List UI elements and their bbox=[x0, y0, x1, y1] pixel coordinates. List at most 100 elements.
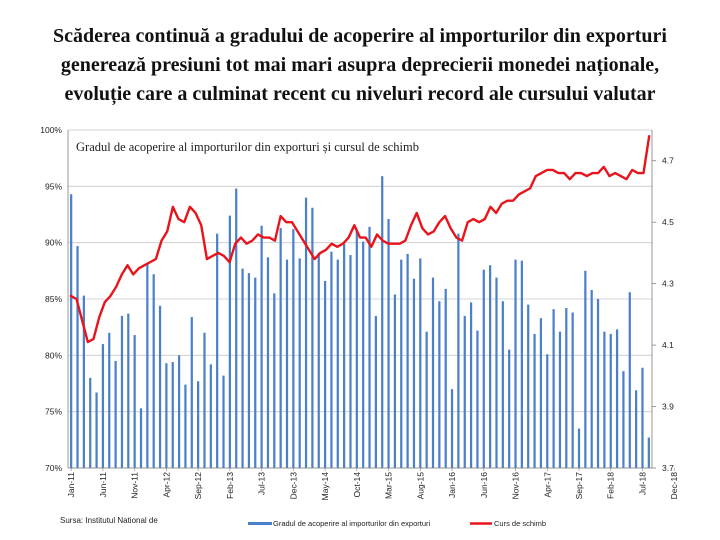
bar bbox=[647, 437, 650, 468]
bar bbox=[228, 215, 231, 468]
x-tick-label: Dec-13 bbox=[288, 472, 298, 500]
bar bbox=[82, 295, 85, 468]
bar bbox=[279, 228, 282, 468]
bar bbox=[425, 331, 428, 468]
bar bbox=[501, 301, 504, 468]
bar bbox=[101, 344, 105, 468]
bar bbox=[165, 363, 168, 468]
bar bbox=[273, 293, 276, 468]
x-tick-label: Jul-18 bbox=[637, 472, 647, 495]
bar bbox=[374, 315, 377, 468]
left-tick-label: 95% bbox=[45, 181, 62, 191]
slide-title-line-1: Scăderea continuă a gradului de acoperir… bbox=[53, 25, 667, 47]
bar bbox=[285, 259, 289, 468]
x-tick-label: Apr-17 bbox=[542, 472, 552, 498]
bar bbox=[127, 313, 130, 468]
left-tick-label: 70% bbox=[45, 463, 62, 473]
bars-layer bbox=[70, 176, 650, 469]
bar bbox=[596, 299, 600, 468]
bar bbox=[381, 176, 384, 468]
bar bbox=[114, 360, 117, 468]
bar bbox=[120, 315, 124, 468]
bar bbox=[463, 315, 466, 468]
chart-title: Gradul de acoperire al importurilor din … bbox=[76, 140, 419, 154]
right-tick-label: 4.1 bbox=[662, 340, 674, 350]
bar bbox=[393, 294, 397, 468]
x-tick-label: Apr-12 bbox=[161, 472, 171, 498]
slide-title-line-2: generează presiuni tot mai mari asupra d… bbox=[60, 54, 660, 76]
bar bbox=[190, 317, 193, 468]
bar bbox=[184, 384, 187, 468]
bar bbox=[412, 278, 416, 468]
bar bbox=[241, 268, 244, 468]
bar bbox=[406, 253, 409, 468]
slide-title-line-3: evoluție care a culminat recent cu nivel… bbox=[64, 83, 656, 105]
x-tick-label: Jan-16 bbox=[447, 472, 457, 498]
bar bbox=[533, 333, 536, 468]
bar bbox=[539, 318, 543, 468]
x-tick-label: Mar-15 bbox=[384, 472, 394, 499]
bar bbox=[323, 280, 327, 468]
bar bbox=[139, 408, 143, 468]
left-tick-label: 85% bbox=[45, 294, 62, 304]
bar bbox=[628, 292, 631, 468]
bar bbox=[495, 277, 498, 468]
legend-line-label: Curs de schimb bbox=[494, 519, 546, 528]
x-tick-label: Jun-11 bbox=[98, 472, 108, 498]
bar bbox=[209, 364, 212, 468]
bar bbox=[615, 329, 619, 468]
bar bbox=[584, 270, 587, 468]
bar bbox=[177, 355, 181, 468]
bar bbox=[457, 233, 460, 468]
right-tick-label: 3.7 bbox=[662, 463, 674, 473]
bar bbox=[489, 265, 492, 468]
bar bbox=[514, 259, 517, 468]
bar bbox=[450, 389, 454, 468]
bar bbox=[546, 354, 549, 468]
x-tick-label: Sep-17 bbox=[574, 472, 584, 500]
bar bbox=[152, 274, 155, 468]
x-tick-label: Dec-18 bbox=[669, 472, 679, 500]
bar bbox=[146, 264, 149, 468]
left-tick-label: 75% bbox=[45, 407, 62, 417]
bar bbox=[222, 375, 225, 468]
bar bbox=[197, 381, 200, 468]
bar bbox=[444, 288, 447, 468]
bar bbox=[317, 252, 320, 468]
bar bbox=[508, 349, 511, 468]
bar bbox=[431, 277, 435, 468]
bar bbox=[362, 241, 365, 468]
bar bbox=[527, 304, 530, 468]
bar bbox=[171, 362, 174, 468]
bar bbox=[635, 390, 638, 468]
left-tick-label: 100% bbox=[40, 125, 62, 135]
right-tick-label: 3.9 bbox=[662, 402, 674, 412]
bar bbox=[476, 330, 479, 468]
bar bbox=[400, 259, 403, 468]
bar bbox=[609, 333, 612, 468]
bar bbox=[235, 188, 238, 468]
legend: Gradul de acoperire al importurilor din … bbox=[248, 519, 546, 528]
x-tick-label: Jan-11 bbox=[66, 472, 76, 498]
bar bbox=[438, 301, 441, 468]
bar bbox=[247, 273, 251, 468]
line-layer bbox=[69, 134, 651, 344]
bar bbox=[203, 332, 206, 468]
bar bbox=[577, 428, 581, 468]
exchange-rate-line bbox=[69, 134, 651, 344]
bar bbox=[70, 194, 73, 468]
source-note: Sursa: Institutul National de bbox=[60, 516, 158, 525]
bar bbox=[520, 260, 523, 468]
legend-bar-label: Gradul de acoperire al importurilor din … bbox=[273, 519, 430, 528]
bar bbox=[216, 233, 219, 468]
x-tick-label: May-14 bbox=[320, 472, 330, 501]
right-tick-label: 4.7 bbox=[662, 156, 674, 166]
bar bbox=[304, 197, 308, 468]
bar bbox=[76, 246, 79, 468]
bar bbox=[330, 251, 333, 468]
bar bbox=[482, 269, 485, 468]
bar bbox=[292, 229, 295, 468]
x-tick-label: Feb-18 bbox=[606, 472, 616, 499]
bar bbox=[552, 309, 555, 468]
